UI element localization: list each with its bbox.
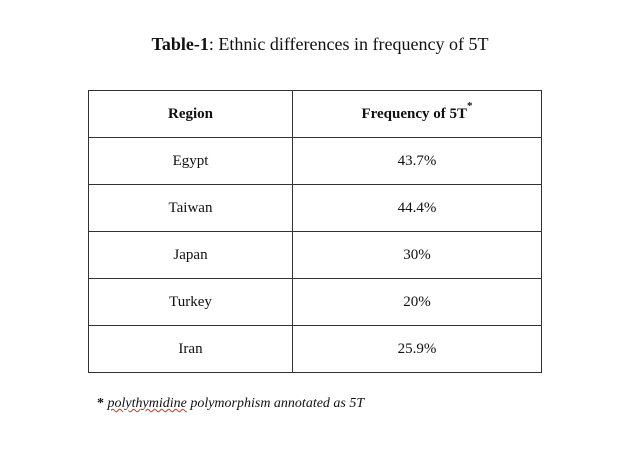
table-row: Turkey 20% [88,278,542,326]
table-header: Region Frequency of 5T* [88,90,542,138]
table: Region Frequency of 5T* Egypt 43.7% Taiwan… [88,90,542,373]
region-cell: Turkey [88,278,293,326]
table-row: Japan 30% [88,231,542,279]
table-row: Egypt 43.7% [88,137,542,185]
header-text: Frequency of 5T [361,105,468,122]
region-cell: Egypt [88,137,293,185]
table-body: Egypt 43.7% Taiwan 44.4% Japan 30% Turkey 20% Ir… [88,137,542,373]
table-row: Iran 25.9% [88,325,542,373]
table-title: Table-1: Ethnic differences in frequency… [0,34,640,55]
footnote-word: polythymidine [107,396,187,411]
header-cell: Region [88,90,293,138]
footnote-marker: * [97,396,104,411]
frequency-cell: 25.9% [292,325,542,373]
region-cell: Taiwan [88,184,293,232]
frequency-cell: 44.4% [292,184,542,232]
header-row: Region Frequency of 5T* [88,90,542,138]
frequency-cell: 20% [292,278,542,326]
title-label: Table-1 [151,34,209,54]
footnote: * polythymidine polymorphism annotated a… [97,396,364,412]
frequency-cell: 30% [292,231,542,279]
header-note: * [467,99,473,112]
region-cell: Iran [88,325,293,373]
header-cell: Frequency of 5T* [292,90,542,138]
frequency-cell: 43.7% [292,137,542,185]
footnote-text: polymorphism annotated as 5T [190,396,365,411]
title-text: : Ethnic differences in frequency of 5T [208,34,489,54]
table-row: Taiwan 44.4% [88,184,542,232]
region-cell: Japan [88,231,293,279]
